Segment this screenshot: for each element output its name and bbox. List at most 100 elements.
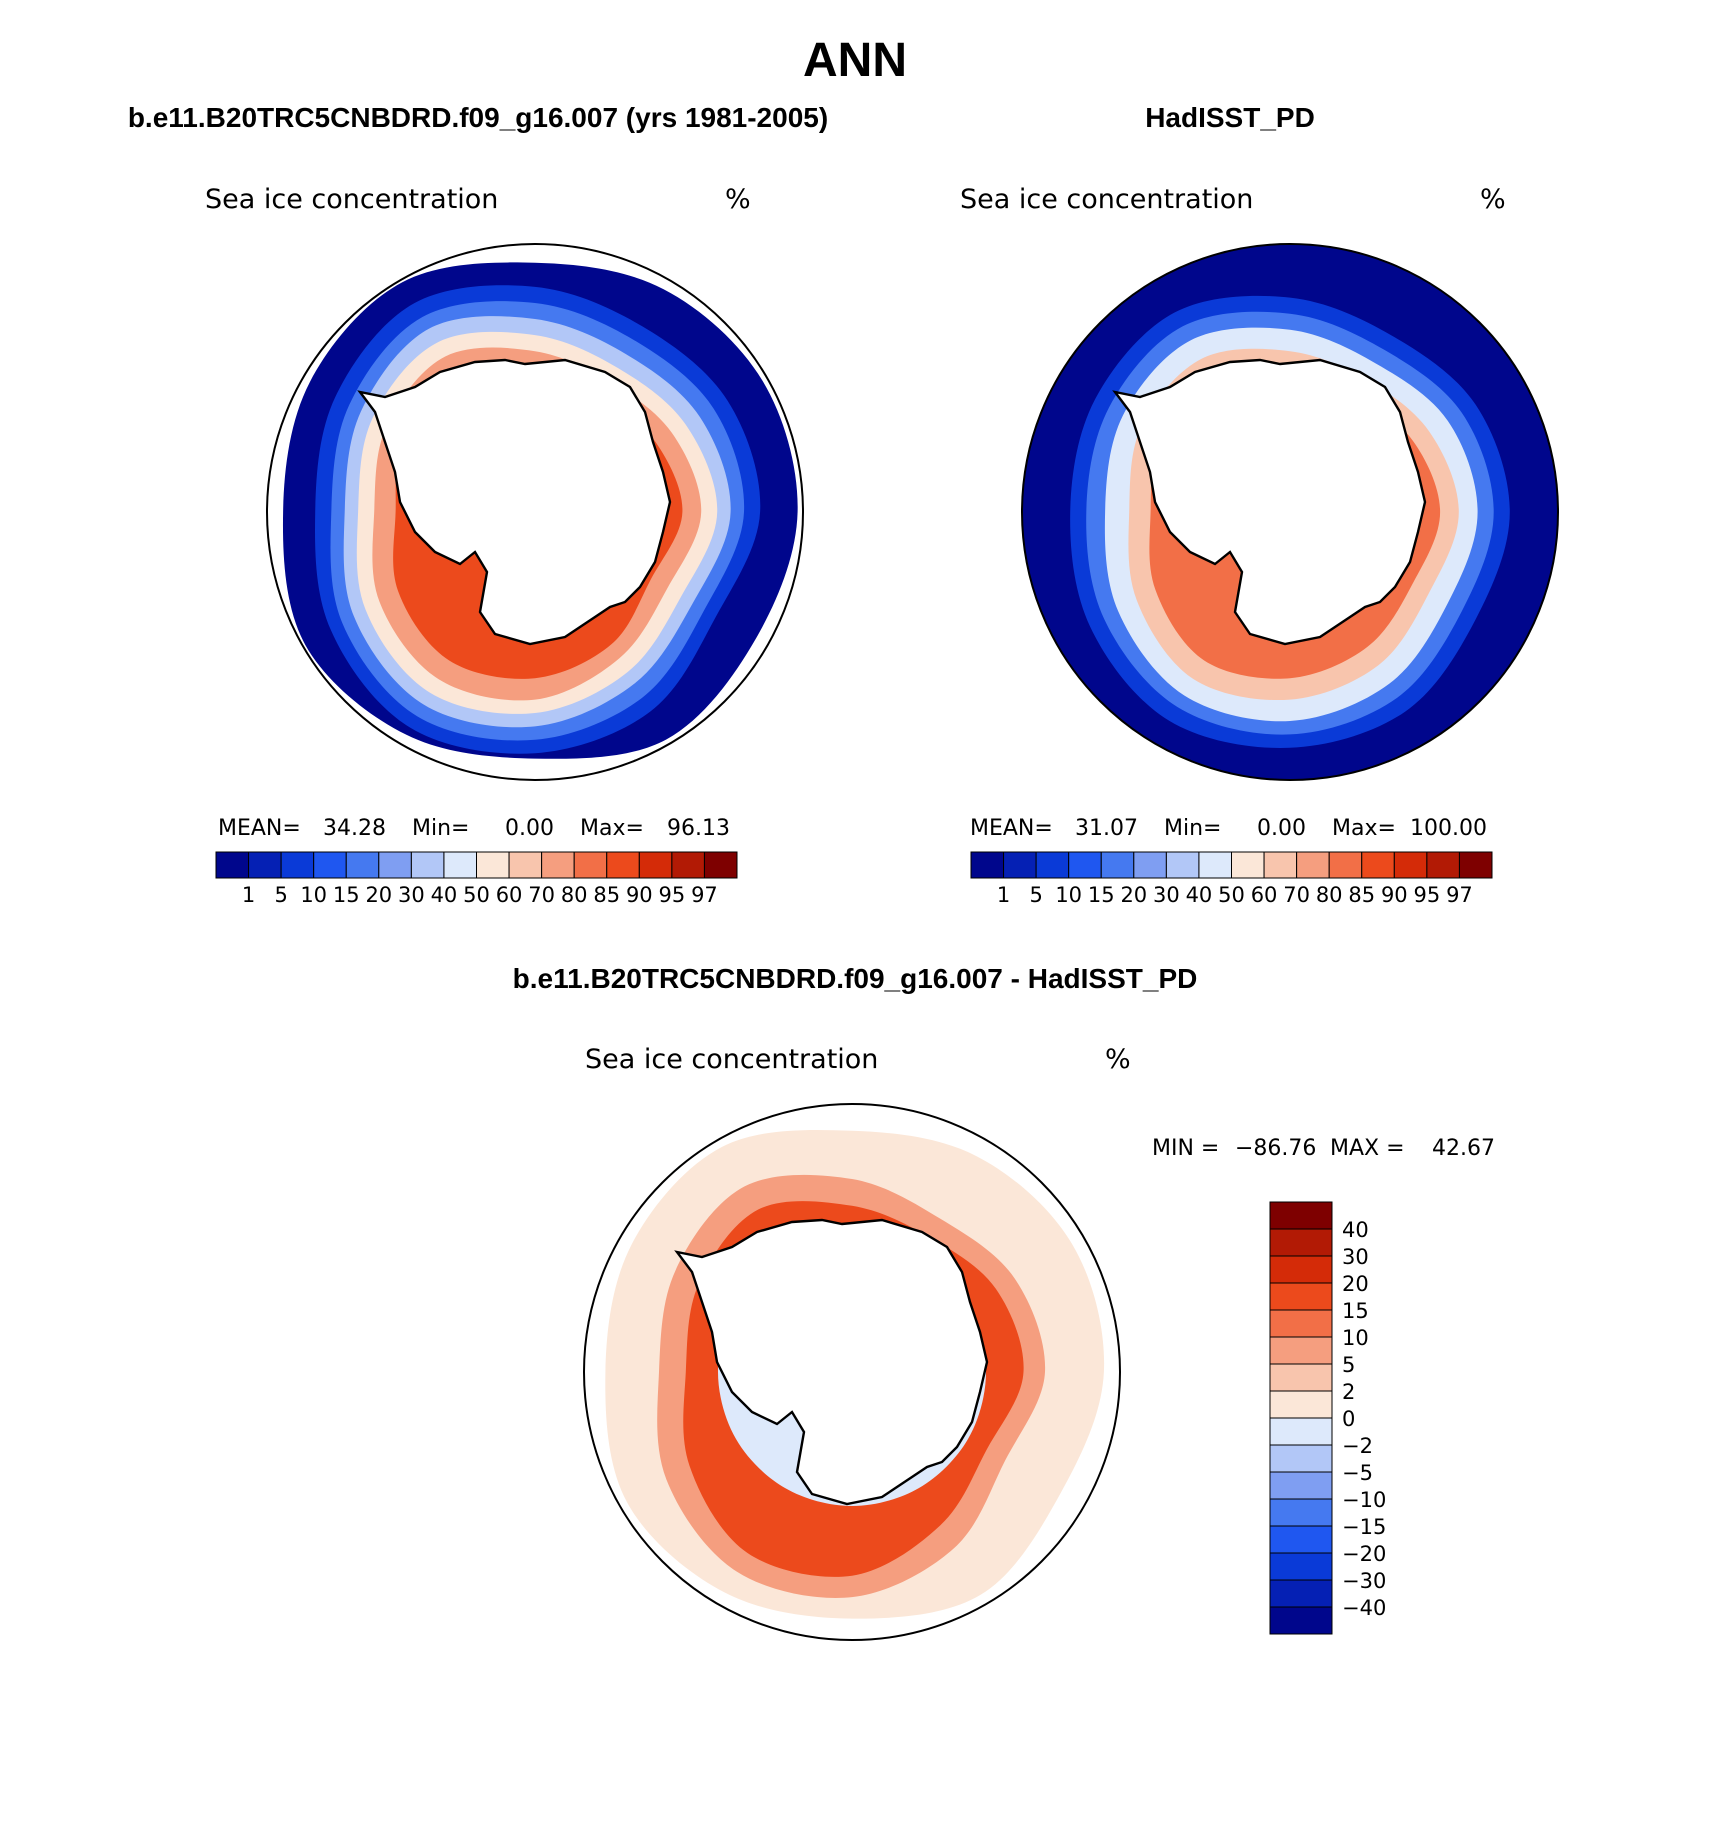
diff-colorbar-swatch xyxy=(1269,1390,1333,1419)
case-colorbar-swatch xyxy=(541,851,575,879)
obs-colorbar-swatch xyxy=(1198,851,1232,879)
diff-colorbar-swatch xyxy=(1269,1498,1333,1527)
obs-map-boundary xyxy=(1021,243,1559,781)
obs-colorbar-tick-label: 15 xyxy=(1088,883,1115,907)
case-colorbar-swatch xyxy=(606,851,640,879)
obs-colorbar-tick-label: 97 xyxy=(1446,883,1473,907)
diff-colorbar-swatch xyxy=(1269,1201,1333,1230)
obs-colorbar-tick-label: 40 xyxy=(1186,883,1213,907)
diff-panel-title: b.e11.B20TRC5CNBDRD.f09_g16.007 - HadISS… xyxy=(513,963,1198,994)
case-colorbar-tick-label: 95 xyxy=(659,883,686,907)
case-colorbar-tick-label: 40 xyxy=(431,883,458,907)
case-colorbar-tick-label: 70 xyxy=(528,883,555,907)
case-colorbar-swatch xyxy=(671,851,705,879)
diff-units-label: % xyxy=(1105,1044,1131,1075)
obs-colorbar-swatch xyxy=(1133,851,1167,879)
case-colorbar-swatch xyxy=(443,851,478,879)
diff-colorbar-swatch xyxy=(1269,1525,1333,1554)
diff-colorbar-tick-label: −20 xyxy=(1342,1542,1386,1566)
obs-colorbar-swatch xyxy=(1361,851,1395,879)
obs-colorbar-swatch xyxy=(1263,851,1298,879)
diff-colorbar-swatch xyxy=(1269,1282,1333,1311)
obs-mean-label: MEAN= xyxy=(970,816,1053,841)
obs-colorbar-tick-label: 95 xyxy=(1414,883,1441,907)
diff-colorbar-swatch xyxy=(1269,1417,1333,1446)
case-colorbar-swatch xyxy=(345,851,380,879)
case-colorbar-swatch xyxy=(280,851,315,879)
diff-colorbar-swatch xyxy=(1269,1363,1333,1392)
obs-colorbar-swatch xyxy=(970,851,1005,879)
case-colorbar-tick-label: 5 xyxy=(274,883,287,907)
case-panel-title: b.e11.B20TRC5CNBDRD.f09_g16.007 (yrs 198… xyxy=(128,102,828,133)
case-colorbar-tick-label: 1 xyxy=(242,883,255,907)
obs-colorbar-swatch xyxy=(1003,851,1037,879)
obs-colorbar-swatch xyxy=(1328,851,1363,879)
case-map xyxy=(266,243,804,781)
obs-colorbar-tick-label: 60 xyxy=(1251,883,1278,907)
diff-colorbar-swatch xyxy=(1269,1444,1333,1473)
case-colorbar-tick-label: 30 xyxy=(398,883,425,907)
obs-colorbar-swatch xyxy=(1068,851,1102,879)
case-max-value: 96.13 xyxy=(667,816,730,841)
case-colorbar-tick-label: 10 xyxy=(300,883,327,907)
diff-colorbar-tick-label: −10 xyxy=(1342,1488,1386,1512)
diff-colorbar-tick-label: 20 xyxy=(1342,1272,1369,1296)
case-colorbar-swatch xyxy=(215,851,250,879)
diff-colorbar-tick-label: −15 xyxy=(1342,1515,1386,1539)
case-colorbar-swatch xyxy=(313,851,347,879)
obs-map xyxy=(1021,243,1559,781)
case-colorbar-swatch xyxy=(508,851,543,879)
diff-colorbar-tick-label: 40 xyxy=(1342,1218,1369,1242)
obs-colorbar-swatch xyxy=(1458,851,1493,879)
case-colorbar-swatch xyxy=(703,851,738,879)
obs-colorbar-swatch xyxy=(1100,851,1135,879)
case-mean-label: MEAN= xyxy=(218,816,301,841)
obs-colorbar-swatch xyxy=(1165,851,1200,879)
diff-colorbar-tick-label: 15 xyxy=(1342,1299,1369,1323)
obs-colorbar-tick-label: 85 xyxy=(1348,883,1375,907)
diff-colorbar-swatch xyxy=(1269,1228,1333,1257)
obs-max-value: 100.00 xyxy=(1410,816,1487,841)
diff-colorbar-tick-label: 2 xyxy=(1342,1380,1355,1404)
diff-min-value: −86.76 xyxy=(1235,1136,1316,1161)
obs-colorbar-tick-label: 50 xyxy=(1218,883,1245,907)
case-antarctica-coastline xyxy=(357,358,672,646)
case-colorbar-tick-label: 20 xyxy=(365,883,392,907)
case-panel: Sea ice concentration % MEAN= 34.28 Min=… xyxy=(205,184,804,907)
diff-colorbar-tick-label: −40 xyxy=(1342,1596,1386,1620)
case-colorbar-tick-label: 15 xyxy=(333,883,360,907)
case-colorbar-tick-label: 80 xyxy=(561,883,588,907)
case-min-label: Min= xyxy=(412,816,469,841)
obs-colorbar-tick-label: 90 xyxy=(1381,883,1408,907)
diff-max-value: 42.67 xyxy=(1432,1136,1495,1161)
diff-colorbar-tick-label: −5 xyxy=(1342,1461,1373,1485)
obs-colorbar-tick-label: 10 xyxy=(1055,883,1082,907)
obs-panel: Sea ice concentration % MEAN= 31.07 Min=… xyxy=(960,184,1559,907)
season-title: ANN xyxy=(803,34,907,87)
diff-max-label: MAX = xyxy=(1330,1136,1405,1161)
diff-colorbar-tick-label: −30 xyxy=(1342,1569,1386,1593)
obs-colorbar-tick-label: 1 xyxy=(997,883,1010,907)
obs-colorbar-swatch xyxy=(1393,851,1428,879)
obs-variable-label: Sea ice concentration xyxy=(960,184,1253,215)
case-colorbar-swatch xyxy=(573,851,608,879)
case-colorbar-swatch xyxy=(476,851,510,879)
diff-map-boundary xyxy=(583,1103,1121,1641)
diff-panel: Sea ice concentration % MIN = −86.76 MAX… xyxy=(583,1044,1495,1641)
obs-mean-value: 31.07 xyxy=(1075,816,1138,841)
obs-colorbar: 1 5 10 15 20 30 40 50 60 70 80 85 90 95 97 xyxy=(970,851,1493,907)
obs-panel-title: HadISST_PD xyxy=(1145,102,1315,133)
diff-min-label: MIN = xyxy=(1152,1136,1219,1161)
case-mean-value: 34.28 xyxy=(323,816,386,841)
obs-min-value: 0.00 xyxy=(1257,816,1306,841)
case-max-label: Max= xyxy=(580,816,644,841)
diff-colorbar-swatch xyxy=(1269,1606,1333,1635)
case-map-boundary xyxy=(266,243,804,781)
diff-colorbar-swatch xyxy=(1269,1336,1333,1365)
case-colorbar: 1 5 10 15 20 30 40 50 60 70 80 85 90 95 97 xyxy=(215,851,738,907)
diff-map xyxy=(583,1103,1121,1641)
case-colorbar-tick-label: 60 xyxy=(496,883,523,907)
case-colorbar-swatch xyxy=(410,851,445,879)
obs-min-label: Min= xyxy=(1164,816,1221,841)
